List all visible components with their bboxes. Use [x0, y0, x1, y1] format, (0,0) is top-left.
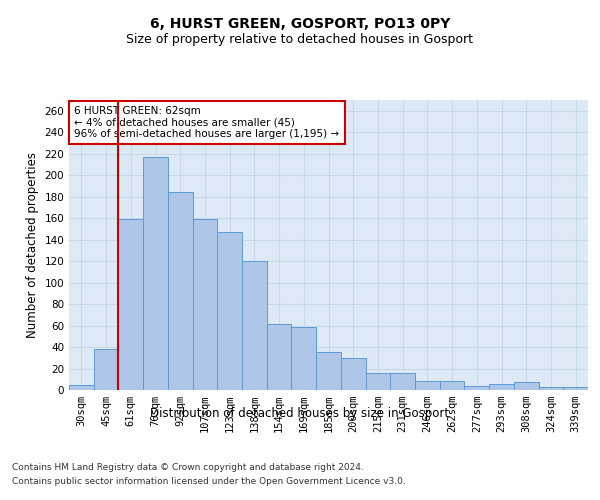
Bar [415, 382, 440, 390]
Bar [440, 382, 464, 390]
Text: Contains HM Land Registry data © Crown copyright and database right 2024.: Contains HM Land Registry data © Crown c… [12, 462, 364, 471]
Text: Contains public sector information licensed under the Open Government Licence v3: Contains public sector information licen… [12, 478, 406, 486]
Bar [217, 232, 242, 390]
Bar [390, 373, 415, 390]
Bar [94, 349, 118, 390]
Bar [193, 219, 217, 390]
Bar [316, 352, 341, 390]
Bar [242, 261, 267, 390]
Bar [341, 358, 365, 390]
Bar [118, 219, 143, 390]
Bar [69, 384, 94, 390]
Bar [539, 387, 563, 390]
Text: Distribution of detached houses by size in Gosport: Distribution of detached houses by size … [151, 408, 449, 420]
Text: 6, HURST GREEN, GOSPORT, PO13 0PY: 6, HURST GREEN, GOSPORT, PO13 0PY [150, 18, 450, 32]
Bar [267, 324, 292, 390]
Y-axis label: Number of detached properties: Number of detached properties [26, 152, 39, 338]
Text: Size of property relative to detached houses in Gosport: Size of property relative to detached ho… [127, 32, 473, 46]
Bar [292, 326, 316, 390]
Bar [514, 382, 539, 390]
Bar [489, 384, 514, 390]
Bar [563, 387, 588, 390]
Bar [168, 192, 193, 390]
Bar [365, 373, 390, 390]
Bar [143, 157, 168, 390]
Bar [464, 386, 489, 390]
Text: 6 HURST GREEN: 62sqm
← 4% of detached houses are smaller (45)
96% of semi-detach: 6 HURST GREEN: 62sqm ← 4% of detached ho… [74, 106, 340, 139]
